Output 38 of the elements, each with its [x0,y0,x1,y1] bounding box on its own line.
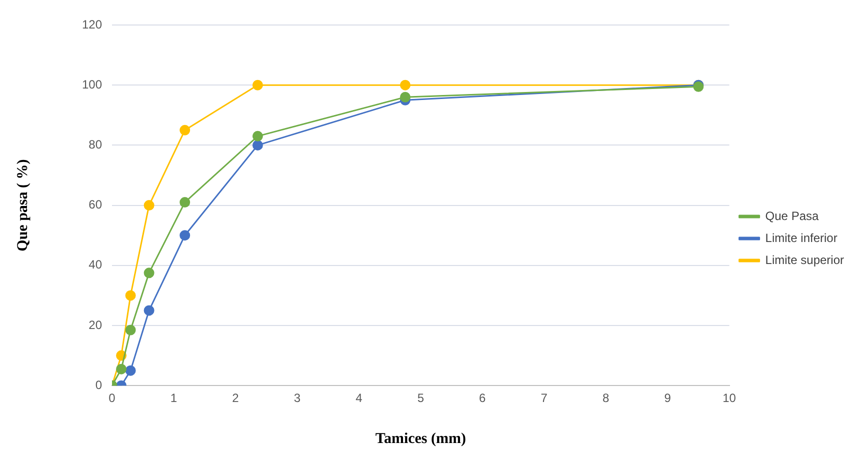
y-axis-title: Que pasa ( %) [14,159,31,252]
x-axis-title: Tamices (mm) [375,430,466,447]
y-tick-label: 20 [88,318,102,332]
y-tick-label: 80 [88,138,102,152]
point [144,200,154,211]
y-tick-label: 40 [88,258,102,272]
x-tick-label: 10 [722,391,736,406]
point [252,140,263,150]
point [180,230,190,241]
x-tick-label: 8 [602,391,610,406]
point [180,124,190,136]
point [144,305,154,316]
legend-label: Que Pasa [765,208,819,223]
y-tick-label: 120 [82,17,102,32]
point [125,324,136,336]
point [252,80,263,90]
x-tick-label: 3 [294,391,301,406]
x-tick-label: 5 [417,391,424,406]
point [400,92,410,102]
point [125,290,136,301]
point [252,130,263,142]
x-tick-label: 4 [356,391,363,406]
x-tick-label: 0 [108,391,116,406]
x-tick-label: 1 [170,391,178,406]
y-tick-label: 60 [88,198,102,212]
point [125,365,136,376]
x-tick-label: 6 [479,391,486,406]
x-tick-label: 2 [232,391,240,406]
point [116,364,127,374]
point [180,197,190,208]
y-tick-label: 0 [95,378,102,392]
point [400,80,410,90]
legend-label: Limite inferior [765,230,838,245]
x-tick-label: 7 [540,391,548,406]
point [144,268,154,278]
x-tick-label: 9 [664,391,672,406]
y-tick-label: 100 [82,77,102,92]
legend-label: Limite superior [765,252,844,267]
